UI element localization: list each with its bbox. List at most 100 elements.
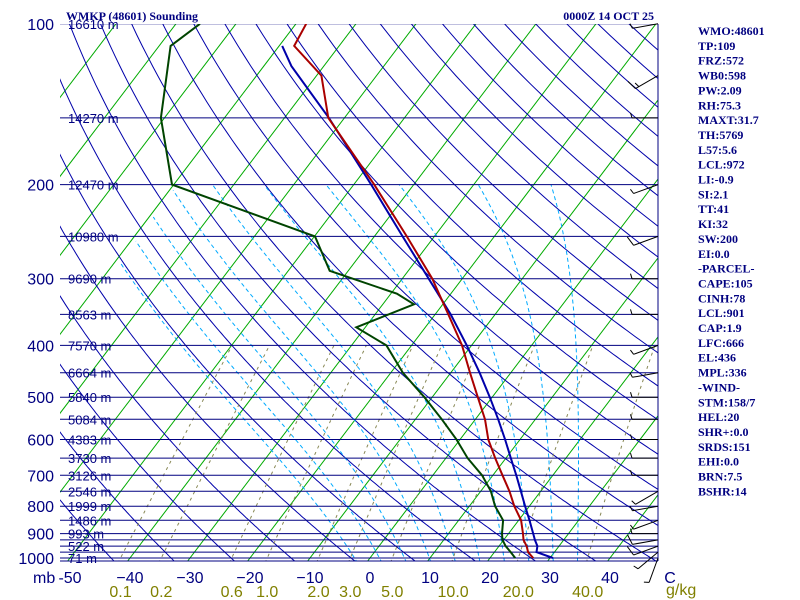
wind-barb [630, 112, 658, 119]
isotherm-line [60, 24, 357, 415]
moist-adiabat-line [325, 184, 505, 561]
wind-barb [630, 392, 658, 398]
index-item: -WIND- [698, 380, 740, 394]
mixing-ratio-line [390, 345, 481, 561]
isotherm-line [487, 336, 658, 561]
index-item: -PARCEL- [698, 262, 754, 276]
grid-lines [0, 12, 800, 569]
temperature-tick-label: −10 [296, 570, 323, 587]
dry-adiabat-line [60, 295, 296, 561]
isotherm-line [60, 24, 297, 336]
wind-barb-half-flag [630, 392, 633, 398]
isotherm-line [0, 12, 65, 569]
temperature-tick-label: 20 [481, 570, 499, 587]
dry-adiabat-line [60, 499, 115, 561]
wind-barb [627, 534, 659, 545]
temperature-tick-label: 40 [601, 570, 619, 587]
dry-adiabat-line [68, 24, 537, 561]
wind-barb-staff [633, 235, 659, 246]
isotherm-line [187, 24, 597, 561]
wind-barb-staff [632, 505, 659, 512]
temperature-tick-label: −20 [236, 570, 263, 587]
wind-barb [630, 519, 659, 530]
index-item: EI:0.0 [698, 247, 730, 261]
wind-barb [630, 470, 658, 476]
dry-adiabat-line [60, 363, 236, 561]
wind-barb-flag [626, 236, 634, 246]
dry-adiabat-line [255, 24, 658, 421]
moist-adiabat-line [172, 190, 431, 561]
height-label: 3730 m [68, 451, 111, 466]
wind-barb-staff [635, 490, 659, 505]
height-label: 522 m [68, 539, 104, 554]
pressure-tick-label: 300 [27, 272, 54, 289]
index-item: STM:158/7 [698, 395, 755, 409]
moist-adiabat-line [119, 262, 357, 561]
wind-barb-half-flag [630, 188, 634, 194]
moist-adiabat-line [263, 184, 481, 561]
index-item: SW:200 [698, 232, 738, 246]
pressure-tick-label: 1000 [18, 551, 54, 568]
wind-barb-half-flag [630, 349, 634, 355]
height-label: 10980 m [68, 229, 119, 244]
dry-adiabat-line [60, 153, 416, 561]
moist-adiabat-line [152, 216, 407, 561]
mixing-ratio-line [451, 345, 535, 561]
index-item: TT:41 [698, 202, 729, 216]
height-label: 5840 m [68, 390, 111, 405]
moist-adiabat-line [477, 184, 554, 561]
wind-barb-half-flag [634, 82, 640, 87]
isotherm-line [60, 24, 417, 494]
wind-barb [626, 235, 659, 246]
index-item: MPL:336 [698, 366, 747, 380]
dry-adiabat-line [60, 78, 477, 561]
index-item: SRDS:151 [698, 440, 751, 454]
wind-barb [630, 452, 658, 459]
mixing-ratio-line [516, 345, 594, 561]
mixing-ratio-label: 0.6 [221, 584, 243, 600]
wind-barb [630, 434, 658, 440]
dry-adiabat-line [739, 12, 800, 569]
wind-barb-half-flag [630, 528, 633, 534]
temperature-tick-label: -50 [58, 570, 81, 587]
wind-barb-half-flag [630, 309, 633, 315]
index-item: TH:5769 [698, 128, 743, 142]
dry-adiabat-line [162, 24, 658, 527]
isotherm-line [547, 415, 658, 561]
height-label: 1486 m [68, 513, 111, 528]
wind-barb [643, 557, 659, 583]
height-label: 2546 m [68, 484, 111, 499]
index-item: WB0:598 [698, 69, 746, 83]
mixing-ratio-label: 0.1 [109, 584, 131, 600]
height-label: 8563 m [68, 307, 111, 322]
index-item: EL:436 [698, 351, 736, 365]
index-item: SHR+:0.0 [698, 425, 749, 439]
mixing-ratio-label: 10.0 [438, 584, 469, 600]
isotherm-line [427, 257, 658, 561]
wind-barb [630, 184, 659, 194]
wind-barb-staff [633, 184, 659, 194]
wind-barb [629, 23, 659, 29]
wind-barb-half-flag [630, 470, 633, 476]
height-label: 1999 m [68, 499, 111, 514]
index-item: TP:109 [698, 39, 735, 53]
dry-adiabat-line [60, 225, 356, 561]
index-item: MAXT:31.7 [698, 113, 759, 127]
height-label: 12470 m [68, 178, 119, 193]
index-item: BSHR:14 [698, 484, 747, 498]
pressure-tick-label: 700 [27, 468, 54, 485]
dry-adiabat-line [193, 24, 658, 490]
temperature-tick-label: −40 [116, 570, 143, 587]
pressure-tick-label: 400 [27, 338, 54, 355]
height-label: 5084 m [68, 412, 111, 427]
index-item: KI:32 [698, 217, 728, 231]
profiles [159, 24, 554, 559]
height-label: 9690 m [68, 272, 111, 287]
wind-barb [629, 505, 659, 512]
index-item: LCL:901 [698, 306, 745, 320]
index-item: BRN:7.5 [698, 470, 742, 484]
wind-barb-half-flag [630, 452, 633, 459]
height-label: 3126 m [68, 468, 111, 483]
